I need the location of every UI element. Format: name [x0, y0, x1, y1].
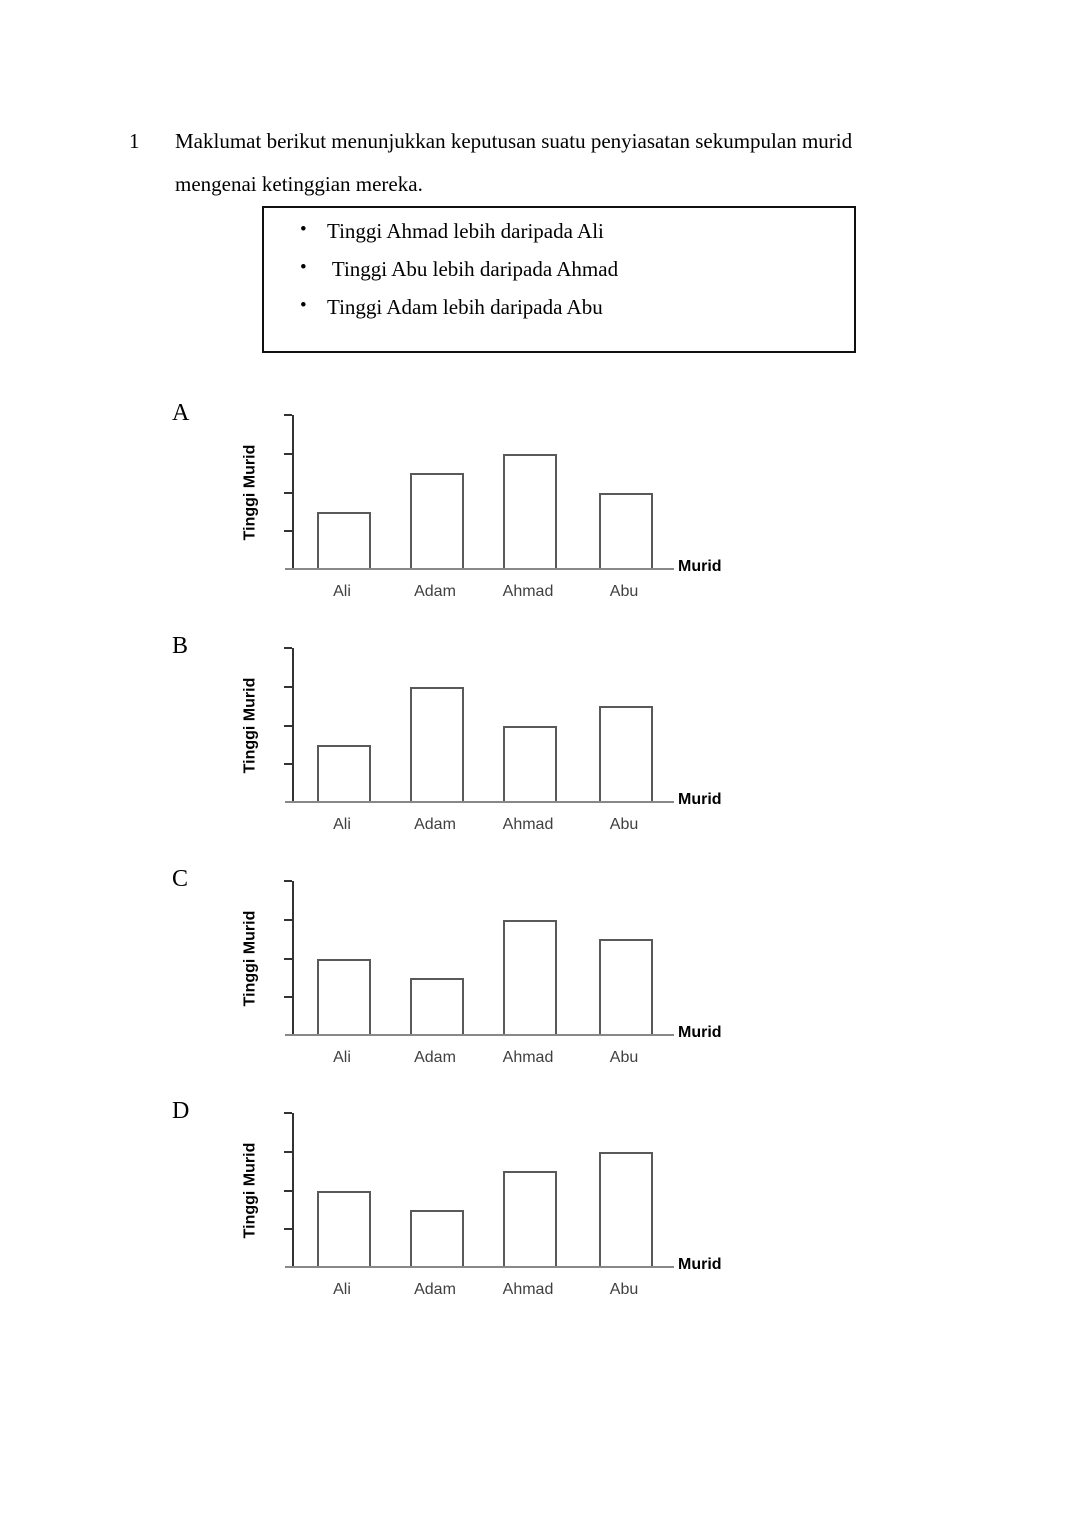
y-axis-tick [284, 918, 292, 921]
y-axis-tick [284, 452, 292, 455]
plot-area [284, 414, 674, 570]
x-axis-line [285, 1266, 674, 1268]
bar-ahmad [503, 919, 557, 1036]
info-bullet-item: • Tinggi Ahmad lebih daripada Ali [300, 219, 604, 244]
y-axis-tick [284, 996, 292, 999]
option-chart-d: D Tinggi Murid Murid Ali Adam Ahmad Abu [0, 1096, 1086, 1329]
category-label: Adam [414, 1281, 456, 1298]
category-label: Adam [414, 816, 456, 833]
category-label: Abu [609, 583, 639, 600]
bar-adam [410, 1209, 464, 1268]
plot-area [284, 1112, 674, 1268]
plot-area [284, 647, 674, 803]
bullet-text: Tinggi Ahmad lebih daripada Ali [327, 219, 604, 243]
y-axis-tick [284, 763, 292, 766]
y-axis-tick [284, 685, 292, 688]
category-label: Ali [333, 1049, 351, 1066]
option-letter: C [172, 866, 189, 892]
category-label: Ahmad [502, 1049, 554, 1066]
info-bullet-item: • Tinggi Abu lebih daripada Ahmad [300, 257, 618, 282]
y-axis-tick [284, 1189, 292, 1192]
bullet-icon: • [300, 295, 307, 316]
category-label: Adam [414, 1049, 456, 1066]
bar-adam [410, 473, 464, 570]
y-axis-tick [284, 1228, 292, 1231]
x-axis-line [285, 568, 674, 570]
category-label: Ahmad [502, 816, 554, 833]
y-axis-tick [284, 1150, 292, 1153]
category-label: Abu [609, 1281, 639, 1298]
x-axis-label: Murid [678, 791, 722, 808]
category-label: Ali [333, 583, 351, 600]
option-chart-c: C Tinggi Murid Murid Ali Adam Ahmad Abu [0, 864, 1086, 1097]
x-axis-line [285, 801, 674, 803]
x-axis-line [285, 1034, 674, 1036]
y-axis-tick [284, 491, 292, 494]
option-chart-b: B Tinggi Murid Murid Ali Adam Ahmad Abu [0, 631, 1086, 864]
bullet-text: Tinggi Abu lebih daripada Ahmad [327, 257, 619, 281]
bar-abu [599, 1151, 653, 1268]
y-axis-tick [284, 647, 292, 649]
category-label: Ahmad [502, 583, 554, 600]
category-label: Abu [609, 1049, 639, 1066]
info-box: • Tinggi Ahmad lebih daripada Ali • Tingg… [262, 206, 856, 353]
bar-ali [317, 958, 371, 1036]
question-text-line1: Maklumat berikut menunjukkan keputusan s… [175, 129, 853, 153]
bar-ahmad [503, 453, 557, 570]
y-axis-tick [284, 1112, 292, 1114]
bar-abu [599, 492, 653, 570]
x-axis-label: Murid [678, 558, 722, 575]
bar-abu [599, 939, 653, 1036]
y-axis-label: Tinggi Murid [241, 444, 259, 541]
bar-abu [599, 706, 653, 803]
bar-ahmad [503, 725, 557, 803]
option-chart-a: A Tinggi Murid Murid Ali Adam Ahmad Abu [0, 398, 1086, 631]
y-axis-label: Tinggi Murid [241, 1142, 259, 1239]
option-letter: A [172, 400, 190, 426]
y-axis-label: Tinggi Murid [241, 677, 259, 774]
y-axis-tick [284, 957, 292, 960]
category-label: Adam [414, 583, 456, 600]
category-label: Ali [333, 816, 351, 833]
option-letter: B [172, 633, 189, 659]
bar-ali [317, 744, 371, 803]
category-label: Ali [333, 1281, 351, 1298]
bar-adam [410, 977, 464, 1036]
option-letter: D [172, 1098, 190, 1124]
y-axis-tick [284, 414, 292, 416]
y-axis-tick [284, 724, 292, 727]
x-axis-label: Murid [678, 1256, 722, 1273]
bar-adam [410, 686, 464, 803]
bullet-icon: • [300, 257, 307, 278]
category-label: Abu [609, 816, 639, 833]
y-axis-label: Tinggi Murid [241, 910, 259, 1007]
info-bullet-item: • Tinggi Adam lebih daripada Abu [300, 295, 603, 320]
question-number: 1 [129, 129, 140, 153]
question-text-line2: mengenai ketinggian mereka. [175, 172, 423, 196]
x-axis-label: Murid [678, 1024, 722, 1041]
bullet-text: Tinggi Adam lebih daripada Abu [327, 295, 603, 319]
bullet-icon: • [300, 219, 307, 240]
bar-ali [317, 511, 371, 570]
y-axis-tick [284, 880, 292, 882]
y-axis-tick [284, 530, 292, 533]
plot-area [284, 880, 674, 1036]
bar-ali [317, 1190, 371, 1268]
category-label: Ahmad [502, 1281, 554, 1298]
bar-ahmad [503, 1171, 557, 1268]
